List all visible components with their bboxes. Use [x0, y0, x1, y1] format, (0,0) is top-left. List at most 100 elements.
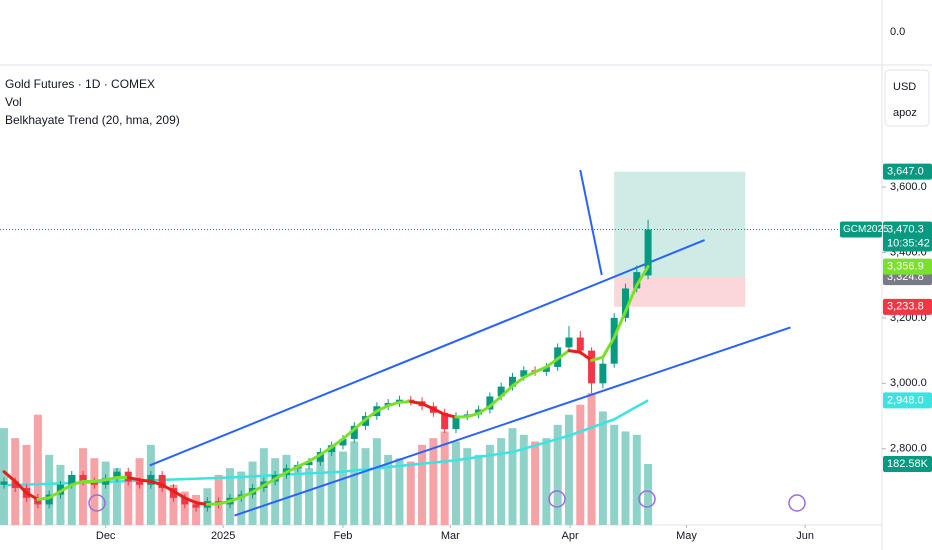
hma-segment [364, 409, 379, 421]
volume-bar [406, 461, 415, 525]
candle-body [305, 461, 313, 466]
volume-bar [418, 444, 427, 525]
candle-body [79, 474, 87, 482]
candle-body [158, 474, 166, 489]
hma-segment [58, 483, 74, 493]
hma-segment [431, 407, 447, 416]
legend-indicator: Belkhayate Trend (20, hma, 209) [5, 113, 180, 127]
candle-body [147, 474, 155, 485]
candle-body [0, 481, 8, 485]
event-icon[interactable] [548, 490, 566, 508]
hma-segment [318, 445, 334, 457]
hma-segment [522, 370, 537, 379]
hma-segment [623, 283, 639, 313]
price-badge-label: 2,948.0 [887, 394, 924, 406]
candle-body [508, 376, 516, 387]
volume-bar [327, 444, 336, 525]
volume-bar [45, 454, 54, 525]
y-tick-label: 2,800.0 [890, 443, 927, 455]
volume-bar [598, 411, 607, 525]
candle-body [102, 478, 110, 485]
hma-segment [510, 375, 526, 388]
volume-bar [395, 458, 404, 525]
hma-segment [307, 453, 322, 463]
volume-bar [0, 428, 8, 525]
hma-segment [533, 365, 548, 374]
hma-segment [578, 350, 594, 362]
hma-segment [239, 490, 255, 499]
hma-segment [92, 478, 108, 483]
volume-bar [553, 424, 562, 525]
event-icon[interactable] [88, 494, 106, 512]
y-tick-label: 3,000.0 [890, 377, 927, 389]
x-tick-label: Apr [562, 530, 579, 542]
volume-bar [79, 448, 88, 525]
symbol-badge [840, 221, 882, 238]
hma-segment [544, 357, 560, 369]
volume-bar [632, 434, 641, 525]
x-tick-label: 2025 [211, 530, 235, 542]
candle-body [136, 481, 144, 485]
price-badge [883, 392, 932, 409]
hma-segment [183, 496, 198, 505]
hma-segment [397, 400, 413, 404]
volume-bar [384, 454, 393, 525]
candle-body [11, 481, 19, 489]
event-icons [88, 490, 806, 512]
hma-segment [635, 265, 650, 287]
candle-body [644, 229, 652, 276]
volume-bar [440, 431, 449, 525]
candle-body [68, 474, 76, 485]
hma-segment [330, 437, 345, 449]
hma-segment [251, 483, 266, 494]
hma-segment [262, 477, 277, 487]
volume-bar [112, 468, 121, 525]
volume-bar [282, 454, 291, 525]
x-tick-label: May [676, 530, 697, 542]
x-tick-label: Mar [441, 530, 460, 542]
hma-segment [590, 355, 605, 362]
hma-segment [567, 349, 582, 354]
moving-average [3, 399, 649, 487]
hma-segment [612, 309, 627, 340]
candle-body [181, 497, 189, 505]
x-tick-label: Jun [796, 530, 814, 542]
event-icon[interactable] [638, 490, 656, 508]
hma-segment [13, 479, 29, 495]
candle-body [90, 481, 98, 485]
hma-segment [149, 479, 164, 487]
volume-bar [644, 464, 653, 525]
volume-bar [519, 434, 528, 525]
volume-bar [429, 438, 438, 525]
event-icon[interactable] [788, 494, 806, 512]
hma-segment [284, 465, 300, 474]
top-pane-label: 0.0 [890, 26, 905, 38]
candle-body [497, 386, 505, 397]
hma-segment [296, 459, 311, 469]
candle-body [316, 452, 324, 462]
price-badge [883, 258, 932, 275]
volume-bar [497, 438, 506, 525]
hma-segment [217, 499, 232, 506]
price-badge [883, 298, 932, 315]
price-badge-label: 182.58K [887, 458, 929, 470]
candle-body [610, 317, 618, 364]
volume-bar [361, 448, 370, 525]
hma-segment [104, 476, 119, 482]
last-price-label: 3,470.3 [887, 223, 924, 235]
volume-bar [124, 478, 133, 525]
candle-body [565, 337, 573, 348]
volume-bar [169, 484, 178, 525]
candle-body [45, 494, 53, 505]
hma-segment [273, 470, 288, 481]
hma-segment [556, 349, 571, 361]
hma-segment [205, 502, 221, 506]
hma-segment [126, 476, 142, 482]
hma-segment [386, 400, 401, 408]
hma-segment [443, 412, 458, 419]
candle-body [486, 396, 494, 410]
hma-segment [341, 427, 356, 441]
unit-box[interactable] [884, 69, 930, 127]
hma-segment [70, 479, 85, 487]
hma-segment [601, 336, 616, 359]
